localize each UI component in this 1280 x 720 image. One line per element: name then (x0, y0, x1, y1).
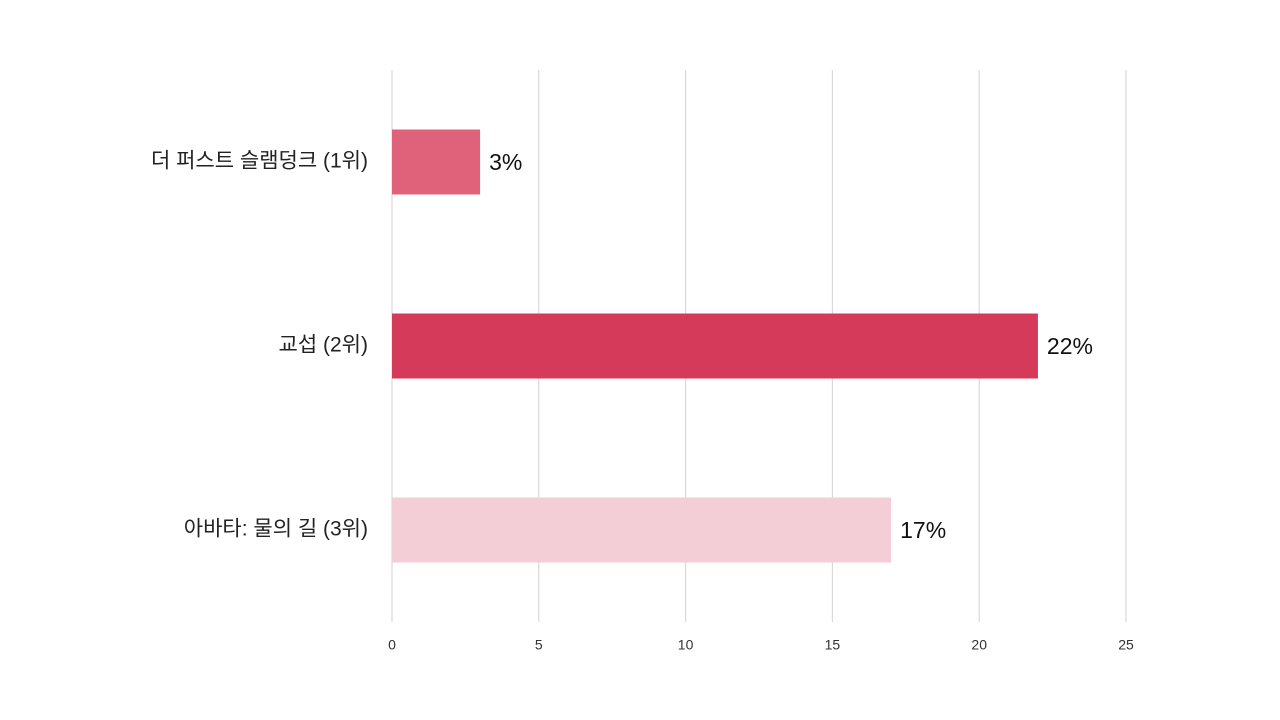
bar (392, 313, 1038, 379)
bar (392, 129, 481, 195)
bar (392, 497, 892, 563)
category-label: 아바타: 물의 길 (3위) (184, 518, 368, 541)
x-tick-label: 10 (678, 637, 694, 653)
value-label: 22% (1047, 333, 1093, 359)
x-tick-label: 25 (1118, 637, 1134, 653)
x-tick-label: 0 (388, 637, 396, 653)
category-label: 더 퍼스트 슬램덩크 (1위) (151, 150, 368, 173)
x-tick-label: 5 (535, 637, 543, 653)
category-label: 교섭 (2위) (279, 334, 368, 357)
x-tick-label: 15 (825, 637, 841, 653)
value-label: 3% (489, 149, 522, 175)
x-tick-label: 20 (971, 637, 987, 653)
value-label: 17% (900, 517, 946, 543)
